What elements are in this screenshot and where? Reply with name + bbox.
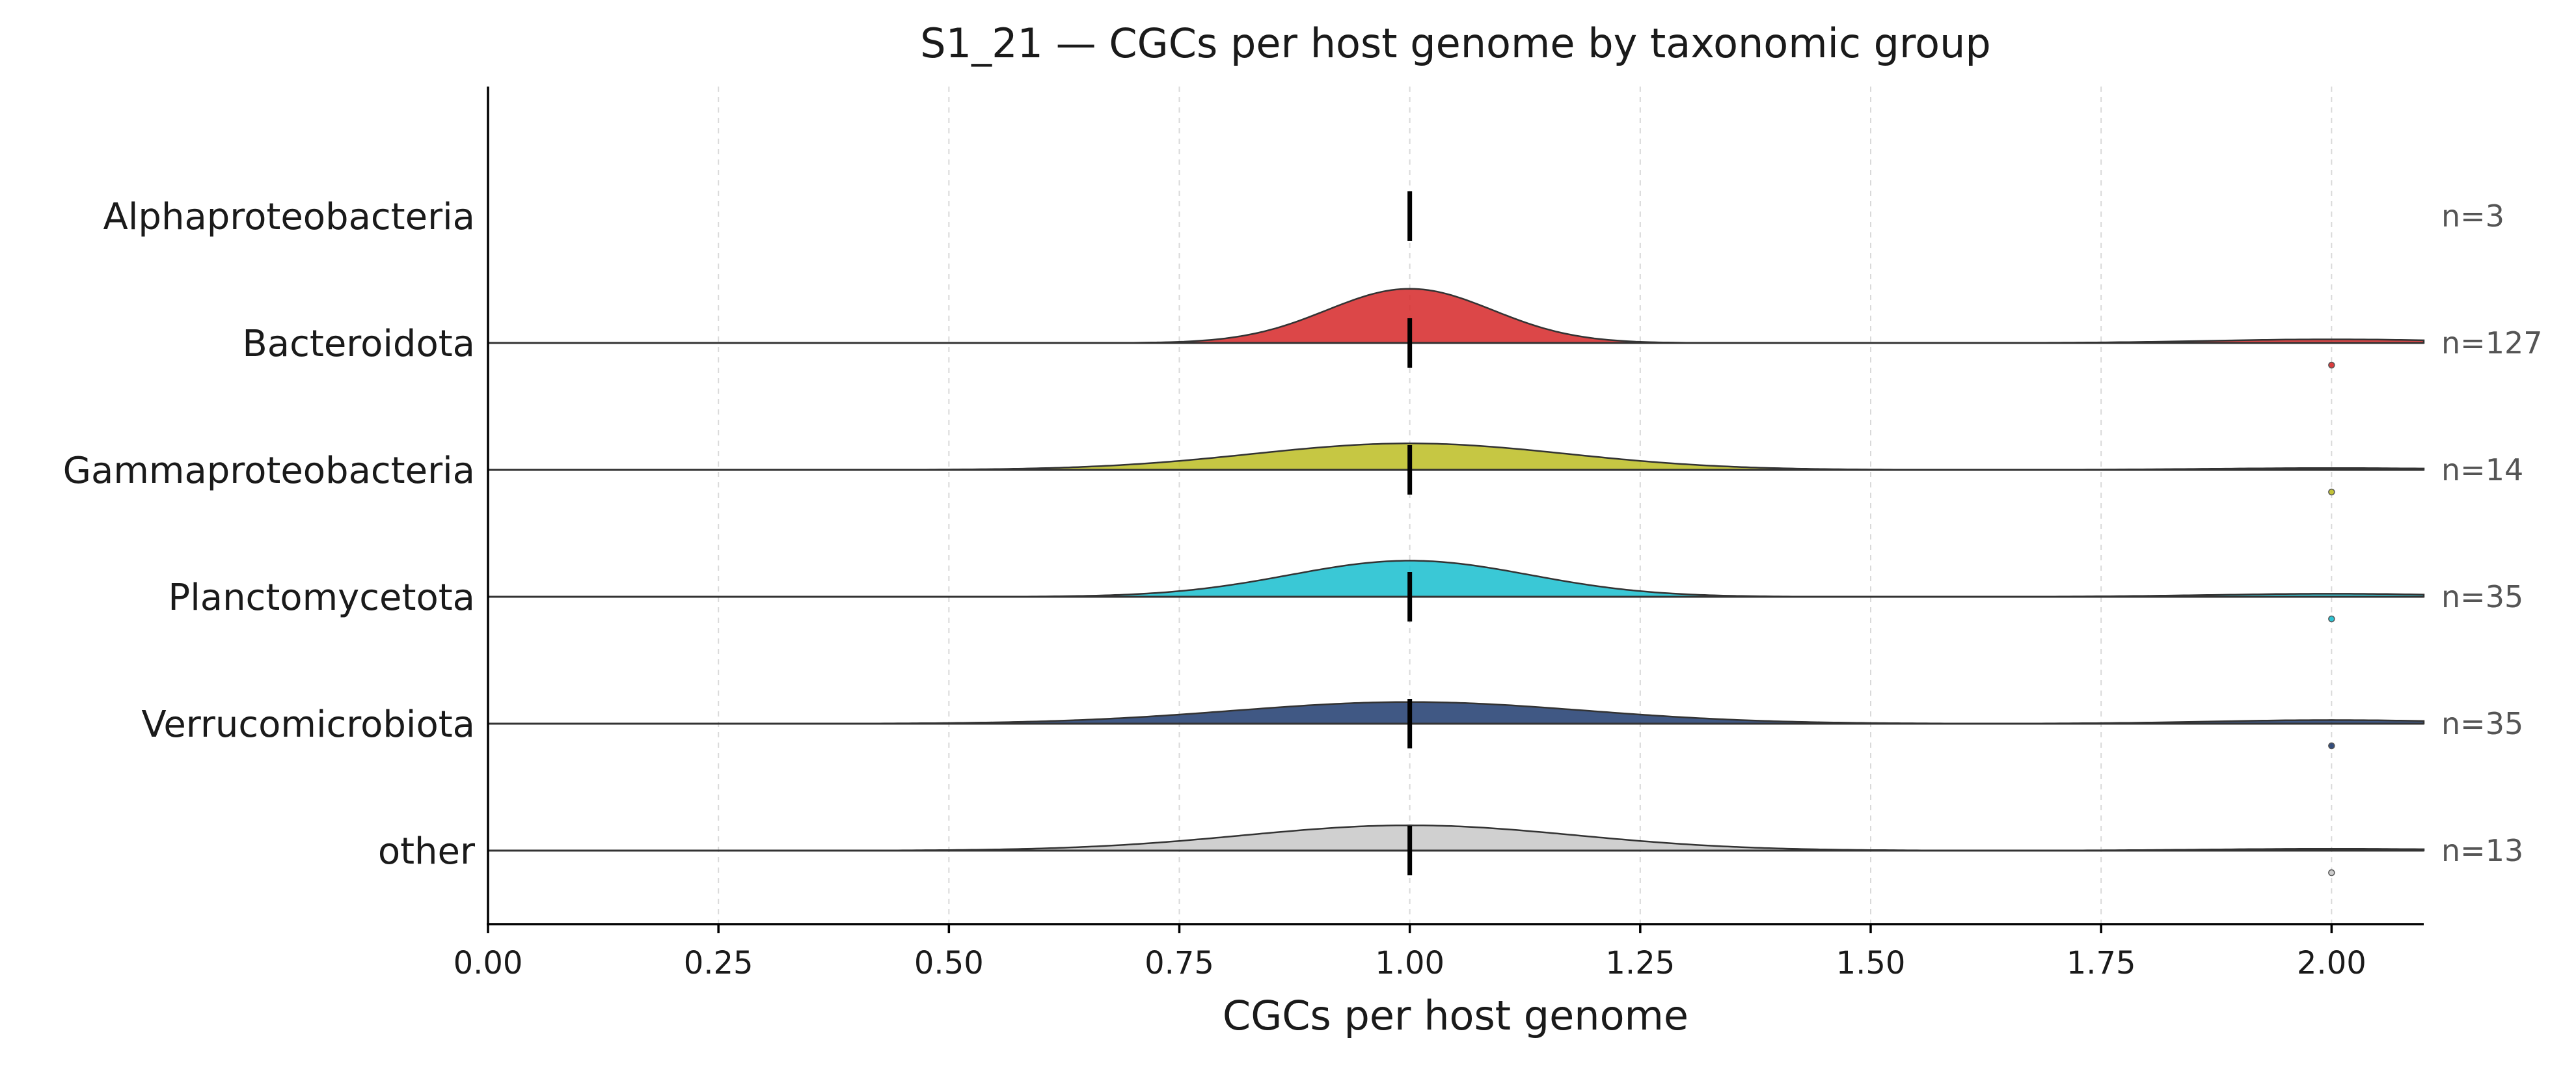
category-label: Planctomycetota — [168, 577, 475, 619]
ridge-density-group — [488, 191, 2425, 877]
category-label: other — [378, 830, 476, 873]
sample-size-label: n=35 — [2441, 706, 2523, 741]
density-curve — [488, 288, 2425, 344]
category-label: Verrucomicrobiota — [141, 704, 475, 746]
density-curve — [488, 824, 2425, 852]
ridge-row — [488, 443, 2425, 496]
x-tick-label: 1.50 — [1836, 945, 1906, 981]
density-curve — [488, 443, 2425, 471]
sample-size-label: n=35 — [2441, 579, 2523, 614]
density-curve — [488, 560, 2425, 598]
sample-size-label: n=14 — [2441, 452, 2523, 487]
category-label: Gammaproteobacteria — [63, 450, 475, 492]
x-ticks: 0.00 0.25 0.50 0.75 1.00 1.25 1.50 1.75 2.00 — [454, 924, 2366, 981]
outlier-point — [2328, 488, 2335, 496]
sample-size-label: n=13 — [2441, 833, 2523, 868]
sample-size-label: n=3 — [2441, 198, 2504, 234]
x-tick-label: 0.00 — [454, 945, 523, 981]
x-tick-label: 2.00 — [2297, 945, 2366, 981]
axes — [487, 87, 2424, 925]
x-tick-label: 1.75 — [2067, 945, 2136, 981]
outlier-point — [2328, 361, 2335, 369]
category-label: Bacteroidota — [242, 323, 475, 365]
x-tick-label: 1.00 — [1375, 945, 1444, 981]
outlier-point — [2328, 742, 2335, 750]
chart-title: S1_21 — CGCs per host genome by taxonomi… — [920, 20, 1990, 67]
sample-size-label: n=127 — [2441, 325, 2543, 361]
category-labels: Alphaproteobacteria n=3 Bacteroidota n=127 G… — [63, 196, 2543, 873]
outlier-point — [2328, 615, 2335, 623]
x-tick-label: 0.75 — [1145, 945, 1214, 981]
density-curve — [488, 701, 2425, 725]
category-label: Alphaproteobacteria — [103, 196, 475, 238]
ridge-row — [488, 699, 2425, 750]
x-axis-label: CGCs per host genome — [1223, 992, 1688, 1039]
x-tick-label: 0.25 — [684, 945, 753, 981]
ridge-row — [488, 824, 2425, 877]
x-tick-label: 1.25 — [1605, 945, 1675, 981]
x-tick-label: 0.50 — [914, 945, 984, 981]
ridge-row — [488, 560, 2425, 623]
outlier-point — [2328, 869, 2335, 877]
ridge-row — [488, 288, 2425, 369]
